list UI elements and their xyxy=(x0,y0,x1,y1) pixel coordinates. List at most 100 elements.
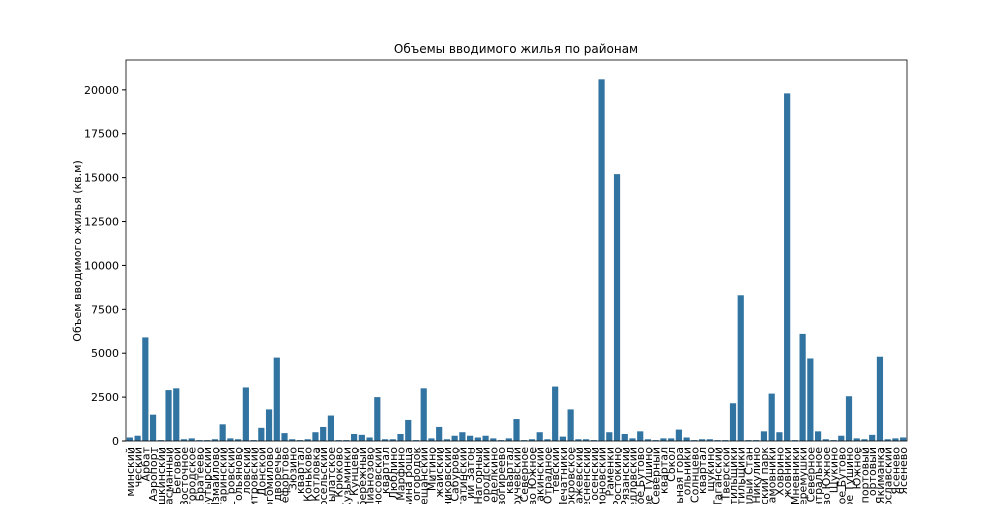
bar xyxy=(351,433,358,441)
bar xyxy=(281,433,288,441)
x-tick-label: жайский xyxy=(433,447,446,498)
bar xyxy=(173,388,180,441)
x-tick-label: Крюково xyxy=(333,447,346,498)
bar xyxy=(528,439,536,441)
y-axis-label: Объем вводимого жилья (кв.м) xyxy=(71,160,84,341)
bar xyxy=(799,333,806,441)
bar xyxy=(374,397,381,441)
x-tick-label: ославский xyxy=(882,447,895,504)
x-tick-label: шкинский xyxy=(155,447,168,504)
bar xyxy=(420,388,427,441)
bar xyxy=(428,438,435,441)
bar xyxy=(242,387,249,441)
bar xyxy=(567,409,574,441)
bar xyxy=(296,440,304,441)
bar xyxy=(606,432,613,441)
x-tick-label: итровский xyxy=(248,447,261,504)
x-tick-label: Бутырский xyxy=(201,447,214,504)
x-tick-label: Печатники xyxy=(557,447,570,504)
bar xyxy=(505,438,512,441)
bar xyxy=(180,439,188,441)
y-tick-label: 2500 xyxy=(91,391,119,404)
x-tick-label: Покровское xyxy=(565,447,578,504)
x-tick-label: Котловка xyxy=(309,447,322,502)
x-tick-label: Донской xyxy=(255,447,268,496)
x-tick-label: ажевский xyxy=(572,447,585,504)
x-tick-label: огородок xyxy=(410,447,423,501)
bar xyxy=(698,439,706,441)
x-tick-label: акинский xyxy=(534,447,547,502)
x-tick-label: Коньково xyxy=(302,447,315,502)
bar xyxy=(598,79,605,442)
bar xyxy=(691,440,698,441)
x-tick-label: бережный xyxy=(356,447,369,504)
x-tick-label: Южное xyxy=(851,447,864,490)
bar xyxy=(838,435,845,441)
bar xyxy=(784,93,791,442)
x-tick-label: ое Бутово xyxy=(835,447,848,504)
bar xyxy=(861,439,868,441)
x-tick-label: стильщики xyxy=(735,447,748,504)
bar xyxy=(637,431,644,441)
bar xyxy=(552,386,559,441)
x-tick-label: Зюзино xyxy=(286,447,299,491)
x-tick-label: Тверской xyxy=(719,447,732,502)
x-tick-label: Митино xyxy=(425,447,438,491)
bar xyxy=(714,440,721,441)
bar xyxy=(397,433,404,441)
x-tick-label: дворечье xyxy=(271,447,284,502)
x-tick-label: ьная гора xyxy=(673,447,686,504)
bar xyxy=(544,439,551,441)
x-tick-label: Северный xyxy=(650,447,663,504)
x-tick-label: Сабурово xyxy=(449,447,462,502)
bar xyxy=(451,435,458,441)
x-tick-label: ылатское xyxy=(325,447,338,502)
x-tick-label: Беговой xyxy=(170,447,183,494)
x-tick-label: осельский xyxy=(317,447,330,504)
bar xyxy=(845,396,853,441)
x-tick-label: городское xyxy=(186,447,199,504)
bar xyxy=(265,409,273,441)
x-tick-label: Братеево xyxy=(193,447,206,502)
bar xyxy=(675,429,682,441)
x-tick-label: квартал xyxy=(657,447,670,494)
x-tick-label: ое Тушино xyxy=(843,447,856,504)
x-tick-label: нещанский xyxy=(418,447,431,504)
bar xyxy=(227,438,234,441)
x-tick-label: ионовский xyxy=(596,447,609,504)
x-tick-label: Кузьминки xyxy=(340,447,353,504)
x-tick-label: квартал xyxy=(696,447,709,494)
bar xyxy=(165,390,172,441)
x-tick-label: ортовый xyxy=(866,447,879,496)
x-tick-label: Лефортово xyxy=(279,447,292,504)
x-tick-label: Кунцево xyxy=(348,447,361,496)
bar xyxy=(320,426,327,441)
bar xyxy=(196,440,203,441)
x-tick-label: Нагорный xyxy=(472,447,485,504)
x-tick-label: Восточное xyxy=(178,447,191,504)
bar xyxy=(211,439,219,441)
bar xyxy=(583,439,590,441)
x-tick-label: Ростокино xyxy=(611,447,624,504)
bar xyxy=(258,427,265,441)
bar xyxy=(853,438,860,441)
bar xyxy=(613,174,621,441)
bar xyxy=(830,440,837,441)
bar xyxy=(289,439,296,441)
x-tick-label: ловский xyxy=(240,447,253,494)
x-tick-label: Сокол xyxy=(665,447,678,482)
bar xyxy=(304,439,311,441)
bar xyxy=(745,440,752,441)
y-tick-label: 10000 xyxy=(84,259,119,272)
bar xyxy=(188,438,195,441)
x-tick-label: ческий xyxy=(132,447,145,487)
x-tick-label: квартал xyxy=(379,447,392,494)
x-tick-label: квартал xyxy=(294,447,307,494)
bar xyxy=(876,356,884,441)
bar xyxy=(405,419,412,441)
x-tick-label: щукино xyxy=(704,447,717,492)
bar xyxy=(807,358,814,441)
bar xyxy=(559,436,566,441)
bar xyxy=(590,440,597,441)
y-tick-label: 5000 xyxy=(91,347,119,360)
